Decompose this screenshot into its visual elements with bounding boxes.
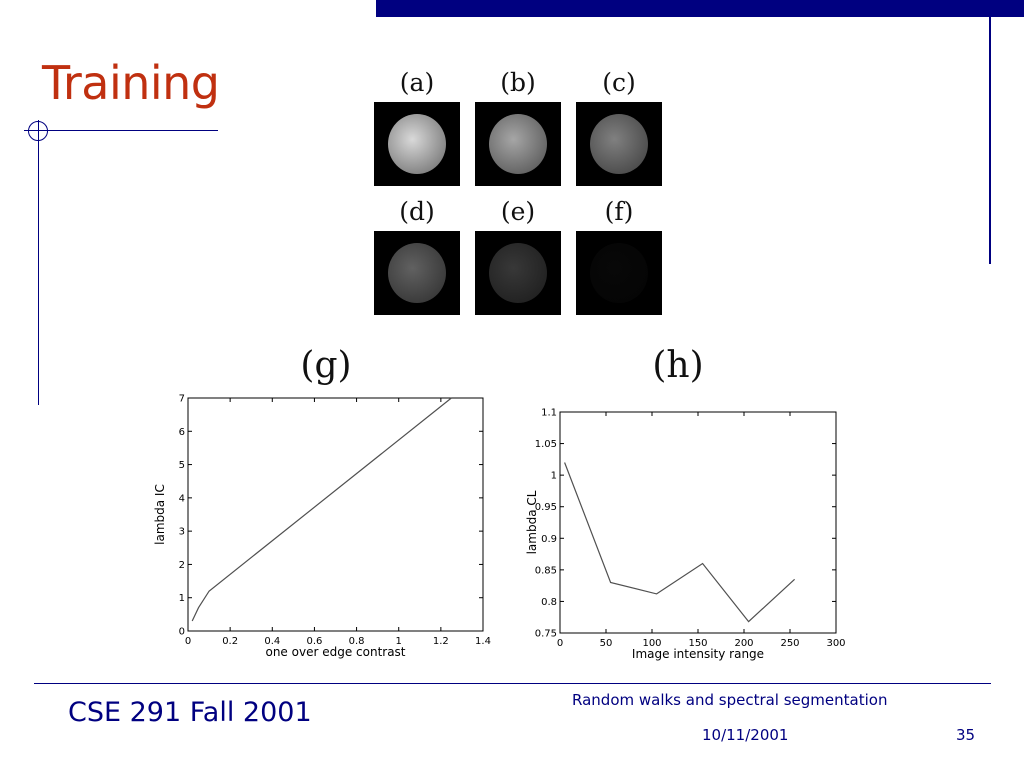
y-tick-label: 4	[179, 493, 185, 504]
plot-frame	[187, 397, 484, 632]
panel-label-c: (c)	[602, 68, 636, 97]
y-axis-label: lambda CL	[525, 490, 539, 554]
x-tick-label: 0.2	[222, 636, 238, 647]
y-tick-label: 6	[179, 427, 185, 438]
x-tick-label: 0	[557, 638, 563, 649]
footer-divider	[34, 683, 991, 684]
disc-c	[590, 114, 648, 174]
series-line	[191, 397, 452, 622]
y-tick-label: 1	[179, 593, 185, 604]
image-panel-a	[374, 102, 460, 186]
footer-date: 10/11/2001	[702, 726, 789, 744]
top-accent-bar	[376, 0, 1024, 17]
right-accent-line	[989, 17, 991, 264]
page-number: 35	[956, 726, 976, 744]
panel-label-d: (d)	[399, 197, 435, 226]
x-axis-label: Image intensity range	[632, 647, 764, 661]
image-panel-b	[475, 102, 561, 186]
left-accent-line	[38, 120, 39, 405]
x-tick-label: 1	[396, 636, 402, 647]
panel-label-e: (e)	[500, 197, 536, 226]
image-panel-e	[475, 231, 561, 315]
disc-f	[590, 243, 648, 303]
x-tick-label: 1.4	[475, 636, 491, 647]
title-underline	[24, 130, 218, 131]
disc-d	[388, 243, 446, 303]
disc-b	[489, 114, 547, 174]
y-tick-label: 1.1	[541, 408, 557, 419]
x-tick-label: 1.2	[433, 636, 449, 647]
y-tick-label: 1	[551, 471, 557, 482]
y-tick-label: 0.85	[535, 565, 557, 576]
series-line	[564, 462, 796, 623]
x-tick-label: 200	[734, 638, 753, 649]
y-tick-label: 0.9	[541, 534, 557, 545]
chart-h: 0 50 100 150 200 250 300 0.75 0.8 0.85 0.9 0.95 1 1.0…	[525, 408, 846, 662]
y-tick-label: 3	[179, 527, 185, 538]
x-tick-label: 0.6	[306, 636, 322, 647]
y-tick-label: 2	[179, 560, 185, 571]
x-tick-label: 300	[826, 638, 845, 649]
y-tick-label: 0.75	[535, 629, 557, 640]
x-tick-label: 0	[185, 636, 191, 647]
y-tick-label: 5	[179, 460, 185, 471]
x-tick-label: 150	[688, 638, 707, 649]
decorative-circle	[28, 121, 48, 141]
y-tick-label: 7	[179, 394, 185, 405]
panel-label-a: (a)	[399, 68, 435, 97]
chart-label-h: (h)	[652, 345, 704, 386]
y-tick-label: 0.95	[535, 502, 557, 513]
chart-g: 0 0.2 0.4 0.6 0.8 1 1.2 1.4 0 1 2 3 4 5 6 7 one over edg…	[153, 394, 491, 660]
x-tick-label: 250	[780, 638, 799, 649]
x-tick-label: 100	[642, 638, 661, 649]
disc-a	[388, 114, 446, 174]
y-tick-label: 0	[179, 627, 185, 638]
image-panel-c	[576, 102, 662, 186]
x-axis-label: one over edge contrast	[265, 645, 405, 659]
y-tick-label: 1.05	[535, 439, 557, 450]
panel-label-b: (b)	[500, 68, 536, 97]
footer-topic: Random walks and spectral segmentation	[572, 691, 888, 709]
x-tick-label: 0.8	[349, 636, 365, 647]
y-tick-label: 0.8	[541, 597, 557, 608]
image-panel-d	[374, 231, 460, 315]
plot-frame	[559, 411, 837, 634]
y-axis-label: lambda IC	[153, 484, 167, 545]
x-tick-label: 0.4	[264, 636, 280, 647]
disc-e	[489, 243, 547, 303]
slide-title: Training	[42, 56, 220, 110]
panel-label-f: (f)	[604, 197, 634, 226]
image-panel-f	[576, 231, 662, 315]
course-label: CSE 291 Fall 2001	[68, 697, 312, 728]
x-tick-label: 50	[600, 638, 613, 649]
chart-label-g: (g)	[300, 345, 352, 386]
